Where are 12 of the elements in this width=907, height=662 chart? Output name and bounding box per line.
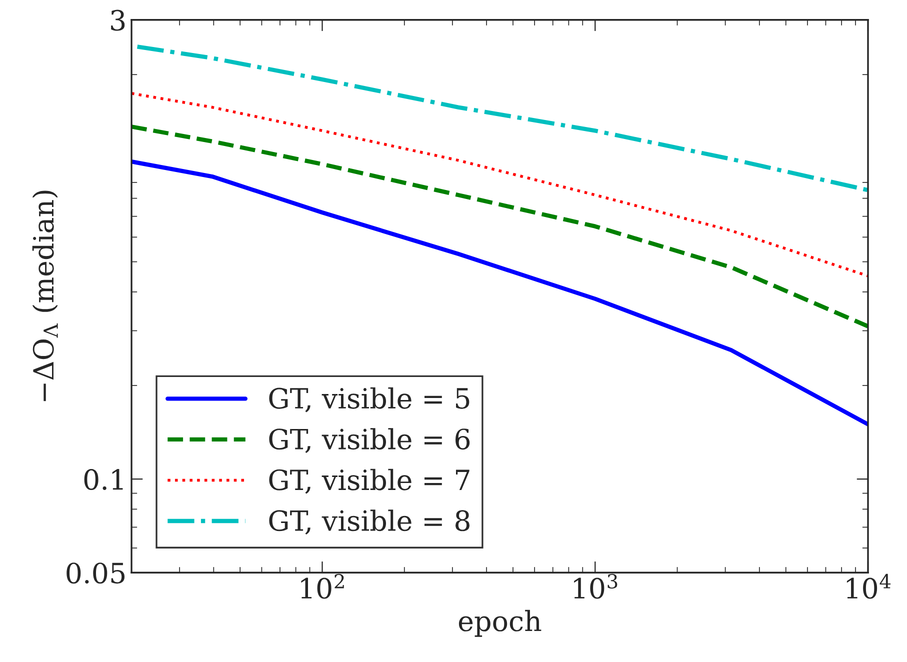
x-axis-title: epoch xyxy=(458,610,542,637)
x-tick-label: 10$^{2}$ xyxy=(301,574,344,599)
x-tick-label: 10$^{4}$ xyxy=(846,574,891,599)
legend-label: GT, visible = 8 xyxy=(269,510,470,535)
y-tick-label: 3 xyxy=(111,10,125,31)
legend-label: GT, visible = 5 xyxy=(269,387,470,412)
y-tick-label: 0.1 xyxy=(84,468,123,490)
x-tick-label: 10$^{3}$ xyxy=(574,574,618,599)
y-axis-title: −ΔO$_{Λ}$ (median) xyxy=(32,190,58,402)
y-tick-label: 0.05 xyxy=(66,562,125,584)
legend-label: GT, visible = 6 xyxy=(269,428,470,453)
legend-label: GT, visible = 7 xyxy=(269,468,470,494)
